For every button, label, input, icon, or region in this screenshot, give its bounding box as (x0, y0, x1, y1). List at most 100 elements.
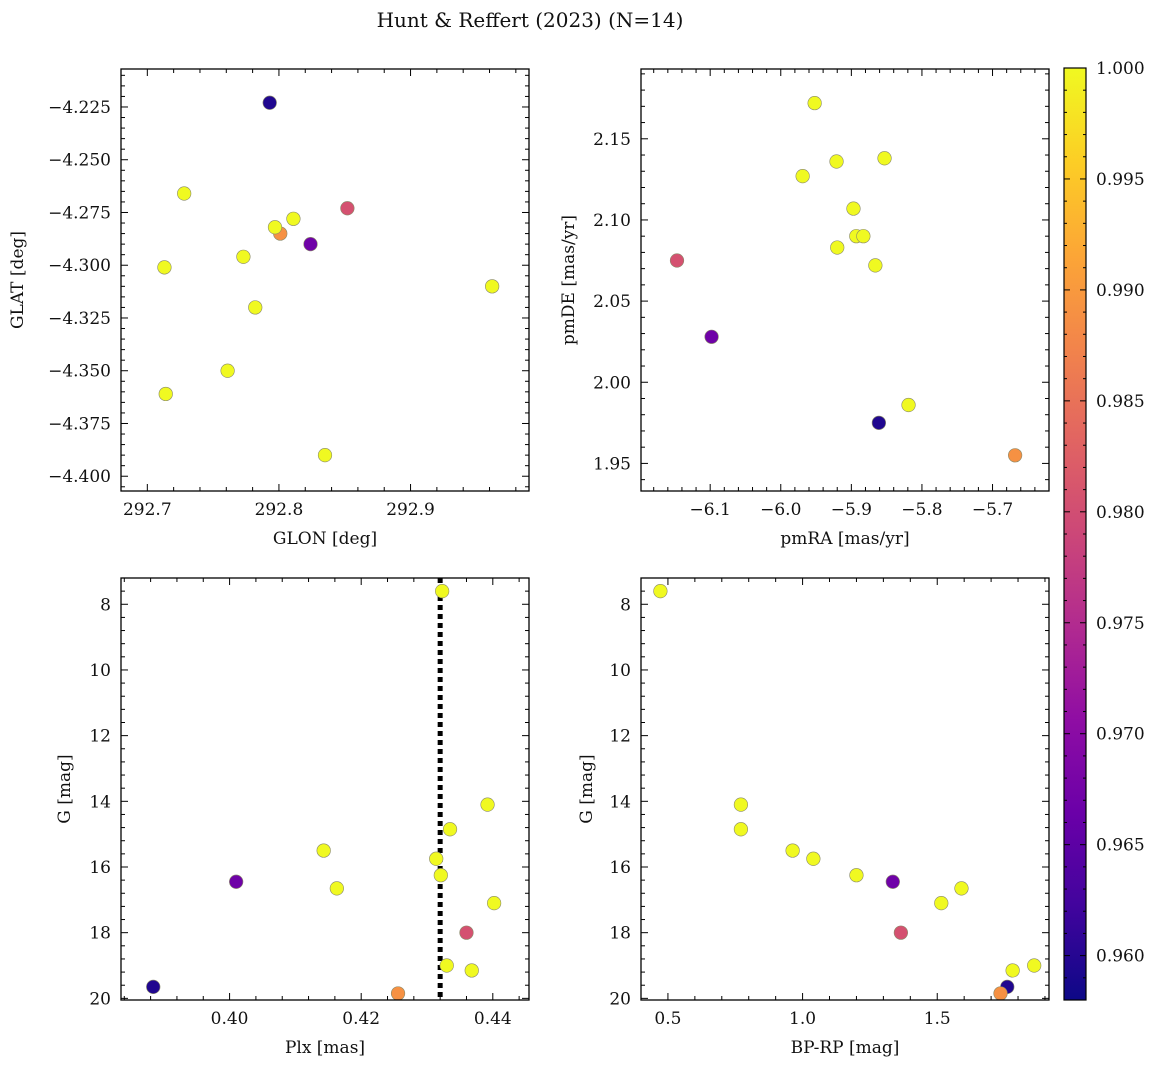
scatter-point (340, 201, 355, 216)
scatter-point (485, 279, 500, 294)
subplot-pmra-pmde: −6.1 −6.0 −5.9 −5.8 −5.7 1.95 2.00 2.05 2.10 2.15… (559, 68, 1050, 549)
plot-area (669, 95, 1023, 463)
figure-title: Hunt & Reffert (2023) (N=14) (377, 8, 684, 32)
x-tick-label: 0.5 (654, 1009, 681, 1029)
y-tick-label: 20 (89, 989, 111, 1009)
scatter-point (1027, 958, 1042, 973)
scatter-point (856, 229, 871, 244)
y-tick-label: −4.225 (48, 98, 111, 118)
y-tick-label: 8 (620, 595, 631, 615)
y-tick-label: −4.400 (48, 467, 111, 487)
scatter-point (901, 397, 916, 413)
scatter-point (286, 211, 301, 226)
scatter-point (487, 896, 502, 911)
axis-ticks (641, 69, 1050, 491)
y-tick-label: 10 (89, 661, 111, 681)
subplot-glon-glat: 292.7 292.8 292.9 −4.400 −4.375 −4.350 −4.325 −… (8, 68, 530, 549)
y-axis-label: G [mag] (55, 754, 75, 823)
scatter-point (158, 386, 173, 402)
scatter-point (885, 874, 900, 889)
x-tick-label: 292.8 (255, 500, 304, 520)
x-tick-label: 292.9 (386, 500, 435, 520)
subplot-plx-g: 0.40 0.42 0.44 8 10 12 14 16 18 20 Plx [mas] G [mag… (55, 577, 530, 1058)
axes-frame (120, 577, 530, 1001)
y-tick-label: 8 (100, 595, 111, 615)
scatter-point (785, 843, 800, 858)
x-tick-label: 1.5 (924, 1009, 951, 1029)
subplot-bprp-g: 0.5 1.0 1.5 8 10 12 14 16 18 20 BP-RP [mag] G [mag] (577, 577, 1050, 1058)
colorbar-tick-label: 0.980 (1096, 503, 1145, 523)
scatter-point (317, 448, 333, 463)
y-tick-label: 2.10 (593, 211, 631, 231)
scatter-point (868, 258, 883, 273)
x-axis-label: BP-RP [mag] (791, 1038, 900, 1058)
colorbar-tick-label: 1.000 (1096, 59, 1145, 79)
scatter-point (807, 95, 822, 111)
x-tick-label: 0.42 (342, 1009, 380, 1029)
x-tick-label: 292.7 (123, 500, 172, 520)
scatter-point (480, 797, 495, 812)
x-tick-label: 0.40 (211, 1009, 249, 1029)
axis-ticks (640, 577, 1049, 1000)
y-tick-label: 2.15 (593, 130, 631, 150)
scatter-point (267, 220, 283, 235)
scatter-point (464, 963, 479, 978)
axis-ticks (121, 577, 529, 1000)
scatter-point (954, 881, 969, 896)
colorbar-gradient (1064, 68, 1086, 1000)
scatter-point (442, 822, 458, 837)
scatter-point (146, 979, 161, 994)
scatter-point (177, 186, 192, 201)
colorbar-tick-label: 0.990 (1096, 281, 1145, 301)
scatter-point (795, 169, 810, 184)
scatter-point (248, 300, 263, 315)
scatter-point (220, 363, 235, 378)
scatter-point (433, 868, 448, 883)
scatter-point (435, 584, 450, 599)
scatter-point (806, 851, 821, 866)
x-tick-label: −6.0 (760, 500, 801, 520)
scatter-point (993, 986, 1008, 1000)
scatter-point (733, 797, 749, 812)
y-tick-label: 14 (609, 792, 631, 812)
colorbar-tick-label: 0.995 (1096, 170, 1145, 190)
plot-area (653, 584, 1042, 1000)
y-tick-label: 2.00 (593, 373, 631, 393)
scatter-point (934, 896, 949, 911)
scatter-point (653, 584, 668, 599)
scatter-point (390, 986, 406, 1000)
scatter-point (329, 881, 344, 896)
colorbar-ticks (1064, 67, 1086, 1001)
y-tick-label: 12 (609, 727, 631, 747)
y-tick-label: −4.250 (48, 151, 111, 171)
scatter-point (871, 415, 886, 430)
colorbar-tick-label: 0.985 (1096, 392, 1145, 412)
scatter-point (157, 260, 172, 275)
y-tick-label: 12 (89, 727, 111, 747)
scatter-point (262, 95, 277, 110)
axes-frame (120, 68, 530, 492)
scatter-point (877, 151, 892, 166)
x-tick-label: 0.44 (474, 1009, 512, 1029)
axes-frame (640, 577, 1050, 1001)
y-tick-label: −4.300 (48, 256, 111, 276)
y-axis-label: G [mag] (577, 754, 597, 823)
scatter-point (733, 822, 749, 837)
scatter-point (829, 154, 844, 169)
x-tick-label: −5.7 (972, 500, 1013, 520)
y-tick-label: −4.325 (48, 309, 111, 329)
x-tick-label: −6.1 (690, 500, 731, 520)
scatter-point (316, 843, 331, 858)
scatter-point (669, 253, 685, 268)
y-tick-label: 1.95 (593, 454, 631, 474)
y-tick-label: 2.05 (593, 292, 631, 312)
colorbar-tick-label: 0.970 (1096, 725, 1145, 745)
y-tick-label: 16 (89, 858, 111, 878)
x-axis-label: GLON [deg] (273, 529, 377, 549)
scatter-point (459, 925, 474, 940)
y-tick-label: 18 (609, 924, 631, 944)
plot-area (157, 95, 500, 463)
scatter-point (236, 249, 251, 264)
colorbar-tick-label: 0.960 (1096, 947, 1145, 967)
